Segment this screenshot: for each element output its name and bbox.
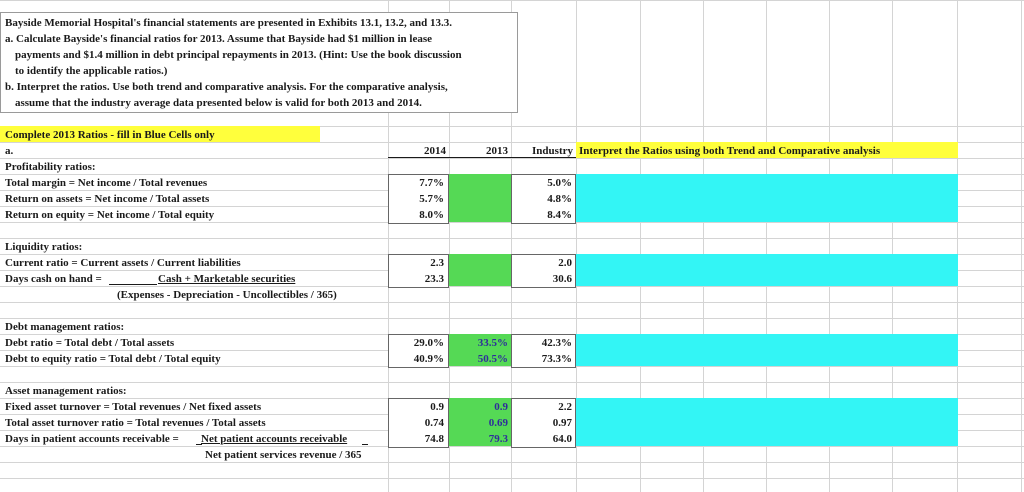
total-asset-turnover-industry: 0.97 (552, 417, 572, 429)
days-cash-numerator: Cash + Marketable securities (158, 273, 296, 285)
roe-industry: 8.4% (547, 209, 572, 221)
days-ar-denominator: Net patient services revenue / 365 (205, 449, 362, 461)
asset-title: Asset management ratios: (5, 385, 127, 397)
profitability-industry-box (511, 174, 576, 224)
debt-2014-box (388, 334, 449, 368)
debt-ratio-label: Debt ratio = Total debt / Total assets (5, 337, 175, 349)
banner-text: Complete 2013 Ratios - fill in Blue Cell… (5, 129, 215, 141)
debt-title: Debt management ratios: (5, 321, 125, 333)
days-cash-denominator: (Expenses - Depreciation - Uncollectible… (117, 289, 337, 301)
banner-highlight (0, 126, 320, 142)
days-ar-numerator: Net patient accounts receivable (201, 433, 348, 445)
roa-2014: 5.7% (419, 193, 444, 205)
total-asset-turnover-2014: 0.74 (424, 417, 444, 429)
debt-ratio-industry: 42.3% (541, 337, 572, 349)
intro-line-4: to identify the applicable ratios.) (15, 65, 168, 77)
header-industry: Industry (532, 145, 573, 157)
current-ratio-2014: 2.3 (430, 257, 444, 269)
debt-equity-industry: 73.3% (541, 353, 572, 365)
intro-line-6: assume that the industry average data pr… (15, 97, 422, 109)
part-label: a. (5, 145, 14, 157)
total-asset-turnover-label: Total asset turnover ratio = Total reven… (5, 417, 266, 429)
days-cash-2014: 23.3 (424, 273, 444, 285)
intro-line-2: a. Calculate Bayside's financial ratios … (5, 33, 432, 45)
roe-label: Return on equity = Net income / Total eq… (5, 209, 215, 221)
profitability-2013-input[interactable] (449, 174, 511, 222)
debt-interpret-input[interactable] (576, 334, 958, 366)
debt-equity-label: Debt to equity ratio = Total debt / Tota… (5, 353, 221, 365)
total-asset-turnover-2013: 0.69 (488, 417, 508, 429)
debt-2013-input[interactable] (449, 334, 511, 366)
debt-ratio-2013: 33.5% (477, 337, 508, 349)
days-cash-label: Days cash on hand = (5, 273, 102, 285)
debt-ratio-2014: 29.0% (413, 337, 444, 349)
fixed-asset-turnover-2014: 0.9 (430, 401, 444, 413)
days-cash-industry: 30.6 (552, 273, 572, 285)
intro-line-5: b. Interpret the ratios. Use both trend … (5, 81, 448, 93)
liquidity-2014-box (388, 254, 449, 288)
debt-equity-2013: 50.5% (477, 353, 508, 365)
liquidity-title: Liquidity ratios: (5, 241, 83, 253)
fixed-asset-turnover-industry: 2.2 (558, 401, 572, 413)
asset-interpret-input[interactable] (576, 398, 958, 446)
roa-label: Return on assets = Net income / Total as… (5, 193, 210, 205)
profitability-interpret-input[interactable] (576, 174, 958, 222)
asset-2013-input[interactable] (449, 398, 511, 446)
liquidity-interpret-input[interactable] (576, 254, 958, 286)
asset-2014-box (388, 398, 449, 448)
debt-equity-2014: 40.9% (413, 353, 444, 365)
roa-industry: 4.8% (547, 193, 572, 205)
current-ratio-label: Current ratio = Current assets / Current… (5, 257, 241, 269)
header-2014: 2014 (424, 145, 446, 157)
total-margin-label: Total margin = Net income / Total revenu… (5, 177, 208, 189)
profitability-2014-box (388, 174, 449, 224)
intro-line-3: payments and $1.4 million in debt princi… (15, 49, 462, 61)
fixed-asset-turnover-2013: 0.9 (494, 401, 508, 413)
roe-2014: 8.0% (419, 209, 444, 221)
liquidity-2013-input[interactable] (449, 254, 511, 286)
fixed-asset-turnover-label: Fixed asset turnover = Total revenues / … (5, 401, 262, 413)
profitability-title: Profitability ratios: (5, 161, 96, 173)
liquidity-industry-box (511, 254, 576, 288)
asset-industry-box (511, 398, 576, 448)
days-ar-industry: 64.0 (552, 433, 572, 445)
days-ar-2014: 74.8 (424, 433, 444, 445)
header-2013: 2013 (486, 145, 508, 157)
current-ratio-industry: 2.0 (558, 257, 572, 269)
days-ar-label: Days in patient accounts receivable = (5, 433, 179, 445)
interpret-header: Interpret the Ratios using both Trend an… (579, 145, 881, 157)
interpret-header-highlight (576, 142, 958, 158)
intro-line-1: Bayside Memorial Hospital's financial st… (5, 17, 452, 29)
total-margin-industry: 5.0% (547, 177, 572, 189)
total-margin-2014: 7.7% (419, 177, 444, 189)
days-ar-2013: 79.3 (488, 433, 508, 445)
instructions-textbox (0, 12, 518, 113)
debt-industry-box (511, 334, 576, 368)
